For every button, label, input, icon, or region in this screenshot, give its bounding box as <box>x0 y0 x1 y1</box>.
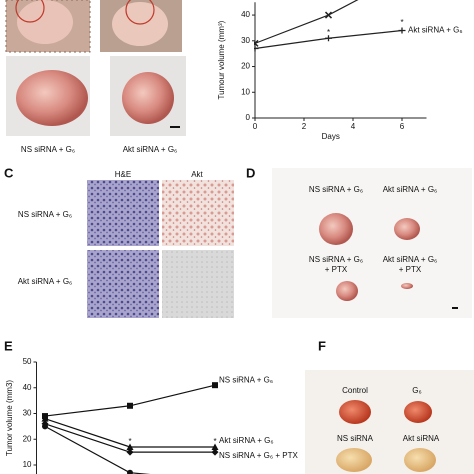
marker <box>126 448 134 456</box>
panel-letter: C <box>4 165 14 180</box>
significance-mark: * <box>213 437 216 446</box>
x-axis-label: Days <box>322 132 340 141</box>
marker <box>325 35 332 42</box>
y-tick-label: 10 <box>241 87 250 96</box>
y-axis-label: Tumor volume (mm3) <box>5 380 14 456</box>
series-label: Akt siRNA + G₆ <box>219 436 274 445</box>
panel-d-label: Akt siRNA + G₆ <box>383 255 438 264</box>
marker <box>126 443 134 450</box>
significance-mark: * <box>128 437 131 446</box>
y-tick-label: 0 <box>246 113 251 122</box>
series-label: NS siRNA + G₆ + PTX <box>219 451 298 460</box>
tumour-photos <box>6 56 186 136</box>
marker <box>398 27 406 34</box>
panel-letter: D <box>246 165 255 180</box>
x-tick-label: 4 <box>351 122 356 131</box>
panel-f-label: Control <box>342 386 368 395</box>
marker <box>41 415 49 422</box>
row-label: Akt siRNA + G₆ <box>18 277 73 286</box>
plot-area <box>254 0 406 52</box>
row-label: NS siRNA + G₆ <box>18 210 72 219</box>
panel-f-label: NS siRNA <box>337 434 374 443</box>
panel-d-label: NS siRNA + G₆ <box>309 255 363 264</box>
chart-b: 0 10 20 30 40 0 2 4 6 Days Tumour volume (mm³) Akt … <box>217 0 463 141</box>
series-label: NS siRNA + G₆ <box>219 375 273 384</box>
chart-e: 10 20 30 40 50 Tumor volume (mm3) NS siRNA + G… <box>5 357 298 474</box>
x-tick-label: 2 <box>302 122 307 131</box>
marker <box>254 45 259 52</box>
marker <box>127 469 133 474</box>
column-label: H&E <box>115 170 131 179</box>
histology-images <box>87 180 234 318</box>
y-tick-label: 50 <box>23 357 32 366</box>
marker <box>324 11 333 19</box>
panel-letter: F <box>318 338 326 353</box>
panel-f-label: Akt siRNA <box>403 434 440 443</box>
column-label: Akt <box>191 170 203 179</box>
marker <box>254 39 259 47</box>
x-tick-label: 6 <box>400 122 405 131</box>
panel-d-label: Akt siRNA + G₆ <box>383 185 438 194</box>
tumour-photo-f <box>305 370 474 474</box>
panel-d-label: + PTX <box>399 265 422 274</box>
y-tick-label: 10 <box>23 460 32 469</box>
panel-a-label: NS siRNA + G₆ <box>21 145 75 154</box>
marker <box>212 382 218 389</box>
significance-mark: * <box>400 18 403 27</box>
panel-f-label: G₆ <box>412 386 421 395</box>
significance-mark: * <box>327 28 330 37</box>
y-tick-label: 20 <box>241 62 250 71</box>
y-axis-label: Tumour volume (mm³) <box>217 20 226 99</box>
x-tick-label: 0 <box>253 122 258 131</box>
panel-a-label: Akt siRNA + G₆ <box>123 145 178 154</box>
mouse-photos <box>5 0 182 53</box>
y-tick-label: 40 <box>241 10 250 19</box>
marker <box>211 448 219 456</box>
y-tick-label: 30 <box>23 409 32 418</box>
marker <box>42 423 48 430</box>
marker <box>211 443 219 450</box>
panel-d-label: + PTX <box>325 265 348 274</box>
panel-letter: E <box>4 338 13 353</box>
y-tick-label: 30 <box>241 36 250 45</box>
y-tick-label: 40 <box>23 383 32 392</box>
marker <box>127 402 133 409</box>
panel-d-label: NS siRNA + G₆ <box>309 185 363 194</box>
tumour-photo-d <box>272 168 472 318</box>
series-label: Akt siRNA + G₆ <box>408 26 463 35</box>
plot-area <box>41 382 219 474</box>
y-tick-label: 20 <box>23 434 32 443</box>
series-line <box>44 384 216 417</box>
